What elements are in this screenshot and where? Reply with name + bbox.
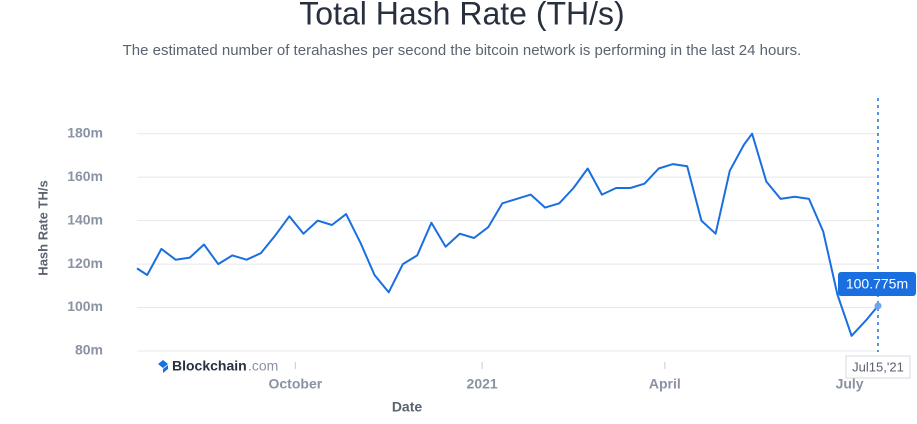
y-axis-label: Hash Rate TH/s [35, 180, 50, 275]
x-tick-label: 2021 [467, 376, 498, 392]
brand: Blockchain .com [158, 358, 278, 374]
y-tick-label: 140m [67, 211, 103, 227]
data-line [136, 132, 879, 337]
tooltip-date: Jul15,'21 [852, 359, 904, 374]
brand-logo [158, 360, 168, 373]
chart-subtitle: The estimated number of terahashes per s… [123, 42, 802, 59]
x-axis-label: Date [392, 399, 423, 415]
y-tick-label: 160m [67, 168, 103, 184]
y-tick-label: 180m [67, 124, 103, 140]
y-tick-label: 100m [67, 298, 103, 314]
hover-point [874, 302, 882, 310]
brand-suffix: .com [248, 358, 278, 374]
tooltip-value: 100.775m [846, 276, 908, 292]
x-tick-label: July [836, 376, 864, 392]
brand-name: Blockchain [172, 358, 247, 374]
x-tick-label: October [269, 376, 323, 392]
chart-title: Total Hash Rate (TH/s) [299, 0, 624, 31]
tooltip-box [838, 272, 916, 296]
y-tick-label: 120m [67, 255, 103, 271]
tooltip-date-box [845, 355, 911, 379]
x-tick-label: April [649, 376, 681, 392]
y-tick-label: 80m [75, 342, 103, 358]
